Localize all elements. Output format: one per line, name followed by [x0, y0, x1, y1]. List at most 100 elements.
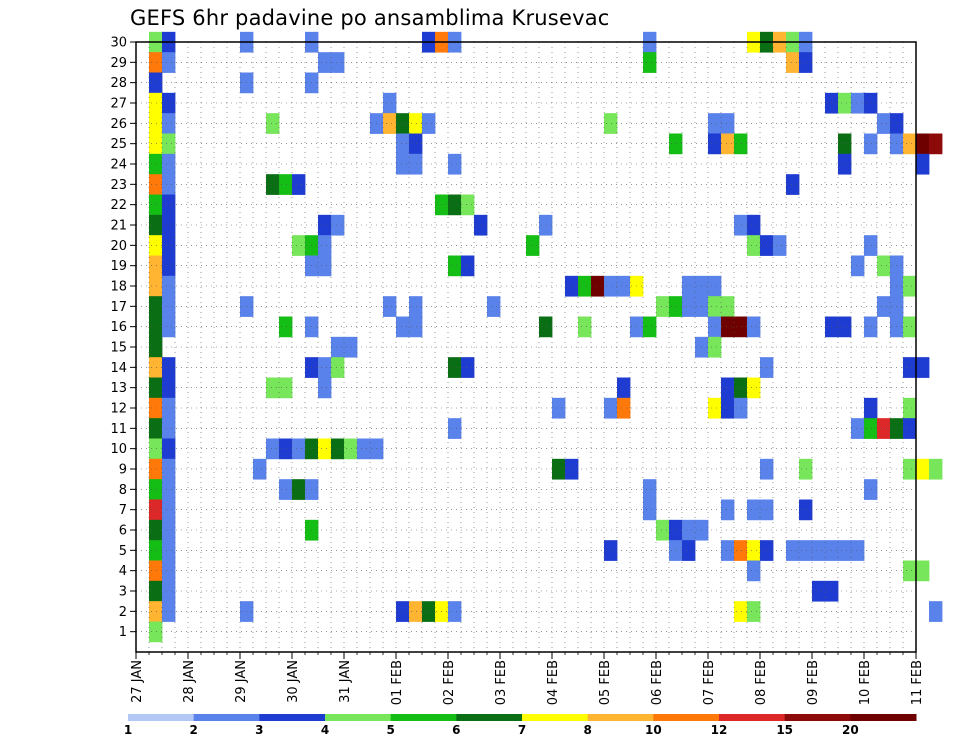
- heatmap-cell: [851, 255, 865, 277]
- legend-swatch: [522, 714, 589, 721]
- heatmap-cell: [578, 316, 592, 338]
- heatmap-cell: [396, 133, 410, 155]
- heatmap-cell: [149, 621, 163, 643]
- legend-swatch: [850, 714, 917, 721]
- heatmap-cell: [656, 296, 670, 317]
- y-tick-label: 29: [110, 56, 127, 71]
- y-tick-label: 27: [110, 97, 127, 112]
- legend-swatch: [784, 714, 851, 721]
- heatmap-cell: [604, 397, 618, 419]
- heatmap-cell: [734, 601, 748, 622]
- heatmap-cell: [318, 52, 332, 73]
- heatmap-cell: [916, 560, 930, 582]
- heatmap-cell: [162, 519, 176, 541]
- heatmap-cell: [162, 275, 176, 297]
- x-tick-label: 10 FEB: [858, 660, 873, 705]
- heatmap-cell: [682, 519, 696, 541]
- heatmap-cell: [279, 174, 293, 195]
- heatmap-cell: [877, 255, 891, 277]
- y-tick-label: 5: [119, 544, 127, 559]
- heatmap-cell: [708, 296, 722, 317]
- heatmap-cell: [162, 357, 176, 378]
- heatmap-cell: [747, 377, 761, 399]
- x-tick-label: 11 FEB: [910, 660, 925, 705]
- legend-swatch: [325, 714, 392, 721]
- heatmap-cell: [851, 418, 865, 439]
- heatmap-cell: [253, 458, 267, 480]
- heatmap-cell: [331, 214, 345, 236]
- y-tick-label: 7: [119, 503, 127, 518]
- heatmap-cell: [162, 499, 176, 521]
- x-tick-label: 02 FEB: [442, 660, 457, 705]
- heatmap-cell: [669, 296, 683, 317]
- heatmap-cell: [786, 52, 800, 73]
- heatmap-cell: [682, 296, 696, 317]
- heatmap-cell: [292, 235, 306, 256]
- heatmap-cell: [162, 153, 176, 175]
- legend-label: 15: [776, 723, 793, 737]
- y-tick-label: 24: [110, 158, 127, 173]
- heatmap-cell: [162, 113, 176, 134]
- heatmap-cell: [149, 316, 163, 338]
- heatmap-cell: [734, 377, 748, 399]
- heatmap-cell: [903, 133, 917, 155]
- heatmap-cell: [162, 194, 176, 216]
- heatmap-cell: [448, 601, 462, 622]
- x-tick-label: 31 JAN: [338, 660, 353, 703]
- heatmap-cell: [578, 275, 592, 297]
- heatmap-cell: [149, 418, 163, 439]
- heatmap-cell: [383, 296, 397, 317]
- heatmap-cell: [422, 601, 436, 622]
- x-tick-label: 07 FEB: [702, 660, 717, 705]
- y-tick-label: 1: [119, 625, 127, 640]
- heatmap-cell: [461, 194, 475, 216]
- heatmap-cell: [682, 275, 696, 297]
- y-tick-label: 21: [110, 219, 127, 234]
- heatmap-cell: [292, 438, 306, 460]
- heatmap-cell: [162, 296, 176, 317]
- y-tick-label: 19: [110, 259, 127, 274]
- y-tick-label: 2: [119, 605, 127, 620]
- x-tick-label: 08 FEB: [754, 660, 769, 705]
- heatmap-cell: [162, 458, 176, 480]
- heatmap-cell: [396, 153, 410, 175]
- heatmap-cell: [734, 133, 748, 155]
- heatmap-cell: [357, 438, 371, 460]
- heatmap-cell: [344, 438, 358, 460]
- heatmap-cell: [812, 540, 826, 561]
- heatmap-cell: [162, 92, 176, 114]
- heatmap-cell: [734, 316, 748, 338]
- y-tick-label: 30: [110, 36, 127, 51]
- heatmap-cell: [903, 357, 917, 378]
- heatmap-cell: [422, 113, 436, 134]
- heatmap-cell: [149, 336, 163, 358]
- heatmap-cell: [903, 458, 917, 480]
- heatmap-cell: [318, 255, 332, 277]
- heatmap-cell: [682, 540, 696, 561]
- heatmap-cell: [409, 153, 423, 175]
- y-tick-label: 17: [110, 300, 127, 315]
- heatmap-cell: [149, 214, 163, 236]
- heatmap-cell: [149, 174, 163, 195]
- heatmap-cell: [279, 479, 293, 500]
- heatmap-cell: [773, 235, 787, 256]
- legend-swatch: [259, 714, 326, 721]
- y-tick-label: 26: [110, 117, 127, 132]
- legend-label: 10: [645, 723, 662, 737]
- heatmap-cell: [448, 255, 462, 277]
- legend-label: 12: [711, 723, 728, 737]
- heatmap-cell: [838, 92, 852, 114]
- heatmap-cell: [604, 275, 618, 297]
- heatmap-cell: [448, 153, 462, 175]
- y-tick-label: 28: [110, 76, 127, 91]
- heatmap-cell: [461, 357, 475, 378]
- x-tick-label: 29 JAN: [234, 660, 249, 703]
- heatmap-cell: [721, 296, 735, 317]
- heatmap-cell: [331, 52, 345, 73]
- heatmap-cell: [149, 133, 163, 155]
- heatmap-cell: [162, 540, 176, 561]
- heatmap-cell: [747, 316, 761, 338]
- heatmap-cell: [162, 133, 176, 155]
- heatmap-cell: [396, 316, 410, 338]
- heatmap-cell: [279, 377, 293, 399]
